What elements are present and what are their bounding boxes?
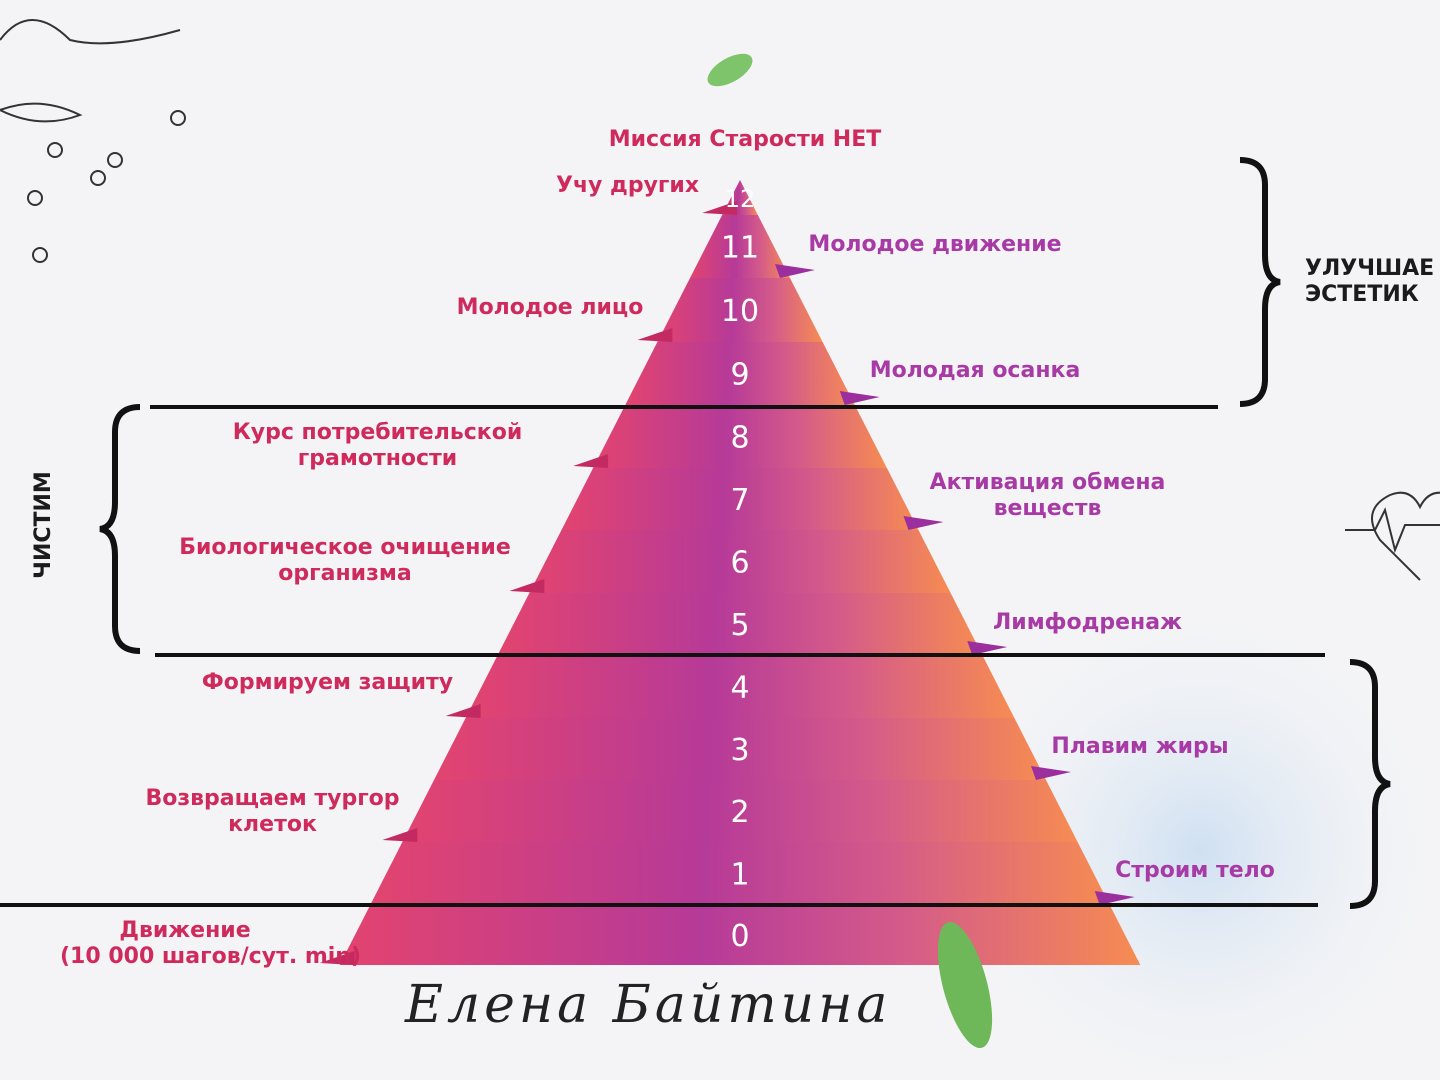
brace-middle [99, 404, 141, 654]
leaf-icon [937, 921, 993, 1049]
level-flag [445, 704, 481, 718]
level-number: 6 [730, 546, 749, 581]
pyramid-level-9 [625, 342, 855, 405]
level-label-6: Биологическое очищение организма [179, 535, 511, 586]
level-number: 0 [730, 919, 749, 954]
pyramid-level-11 [690, 215, 790, 278]
level-flag [637, 328, 673, 342]
level-label-12: Учу других [555, 173, 700, 198]
level-label-9: Молодая осанка [869, 358, 1081, 383]
level-flag [509, 579, 545, 593]
level-number: 8 [730, 421, 749, 456]
pyramid-title: Миссия Старости НЕТ [608, 127, 882, 152]
brace-top [1239, 157, 1281, 407]
level-label-10: Молодое лицо [456, 295, 644, 320]
level-flag [1031, 766, 1071, 780]
level-label-1: Строим тело [1115, 858, 1275, 883]
leaf-icon [707, 53, 753, 87]
level-label-8: Курс потребительской грамотности [232, 420, 523, 471]
level-number: 9 [730, 358, 749, 393]
level-label-5: Лимфодренаж [993, 610, 1182, 635]
level-number: 7 [730, 483, 749, 518]
level-label-11: Молодое движение [808, 232, 1062, 257]
level-number: 5 [730, 608, 749, 643]
pyramid-level-6 [529, 530, 951, 593]
level-number: 3 [730, 733, 749, 768]
seed-sketch-icon [0, 19, 186, 263]
group-label-middle: ЧИСТИМ [30, 471, 56, 579]
level-number: 2 [730, 795, 749, 830]
level-flag [573, 454, 609, 468]
group-label-top: УЛУЧШАЕ ЭСТЕТИК [1305, 256, 1434, 308]
level-number: 1 [730, 858, 749, 893]
level-label-4: Формируем защиту [201, 670, 454, 695]
level-label-7: Активация обмена веществ [929, 470, 1166, 521]
level-flag [967, 641, 1008, 655]
level-flag [1094, 891, 1135, 905]
level-flag [774, 264, 815, 278]
signature: Елена Байтина [405, 975, 892, 1035]
level-flag [319, 951, 355, 965]
level-number: 10 [721, 294, 759, 329]
pyramid-level-1 [370, 842, 1110, 905]
group-label-text: УЛУЧШАЕ ЭСТЕТИК [1305, 256, 1435, 307]
level-number: 12 [725, 185, 756, 213]
heart-pulse-icon [1345, 491, 1440, 581]
level-flag [382, 828, 418, 842]
pyramid-level-4 [465, 655, 1015, 718]
brace-bottom [1349, 659, 1391, 909]
level-flag [839, 391, 880, 405]
pyramid-level-2 [402, 780, 1078, 842]
level-label-2: Возвращаем тургор клеток [145, 786, 400, 837]
level-number: 4 [730, 671, 749, 706]
pyramid-level-10 [657, 278, 823, 342]
level-flag [903, 516, 944, 530]
pyramid-level-8 [593, 405, 887, 468]
level-flag [702, 201, 738, 215]
pyramid-level-5 [497, 593, 983, 655]
level-label-3: Плавим жиры [1051, 734, 1229, 759]
pyramid-level-7 [561, 468, 919, 530]
level-label-0: Движение (10 000 шагов/сут. min) [60, 918, 362, 969]
level-number: 11 [721, 231, 759, 266]
pyramid-level-3 [434, 718, 1046, 780]
